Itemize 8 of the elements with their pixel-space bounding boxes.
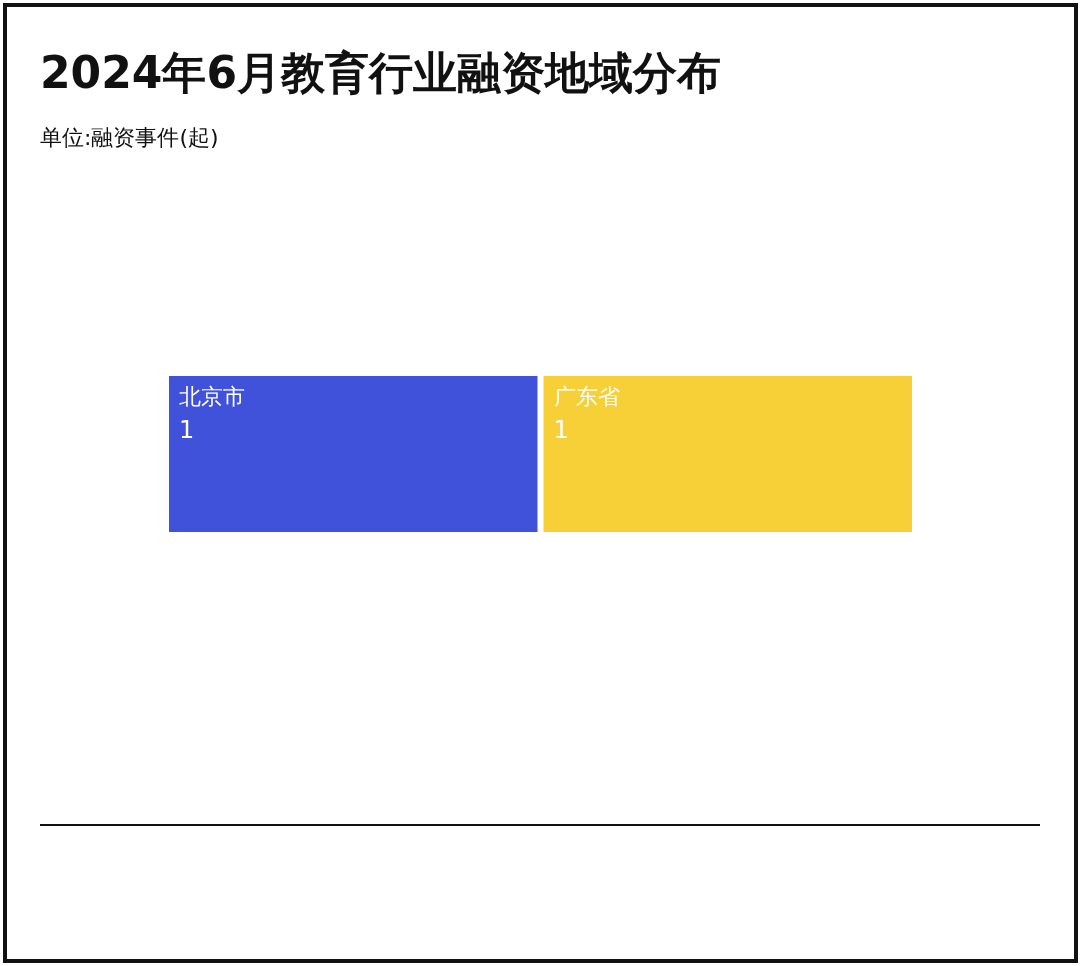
cell: 广东省 1 [543, 376, 912, 532]
data-label: 1 [179, 416, 195, 444]
category-label: 广东省 [553, 384, 620, 409]
text: 2024年6月教育行业融资地域分布 [40, 47, 722, 98]
category-label: 北京市 [179, 384, 245, 409]
data-label: 1 [553, 416, 569, 444]
cell: 北京市 1 [169, 376, 538, 532]
text: 单位:融资事件(起) [40, 125, 219, 150]
